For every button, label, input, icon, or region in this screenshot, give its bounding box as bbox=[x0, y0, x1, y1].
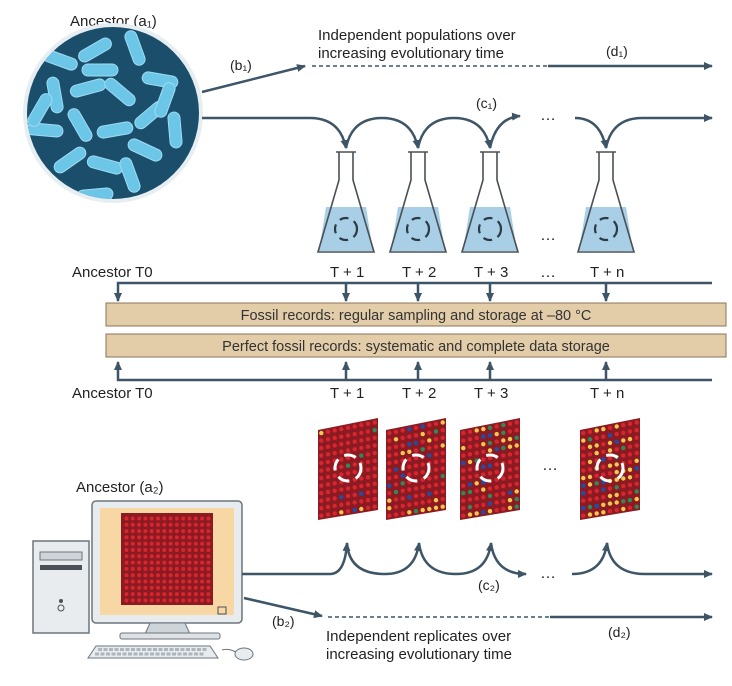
time-t3-top: T + 3 bbox=[474, 264, 508, 281]
flask-group bbox=[316, 151, 636, 253]
ellipsis-grids: … bbox=[542, 457, 558, 474]
digital-population-grids bbox=[318, 418, 640, 520]
ancestor-t0-bottom: Ancestor T0 bbox=[72, 385, 153, 402]
computer-icon bbox=[32, 500, 254, 661]
fossil-records-text: Fossil records: regular sampling and sto… bbox=[241, 308, 592, 324]
label-d1: (d₁) bbox=[606, 43, 628, 59]
time-t1-bottom: T + 1 bbox=[330, 385, 364, 402]
time-t2-top: T + 2 bbox=[402, 264, 436, 281]
bottom-caption-line1: Independent replicates over bbox=[326, 628, 511, 645]
arrow-b1 bbox=[201, 64, 306, 94]
label-d2: (d₂) bbox=[608, 624, 631, 640]
bottom-caption-line2: increasing evolutionary time bbox=[326, 646, 512, 663]
label-c1: (c₁) bbox=[476, 95, 497, 111]
time-t2-bottom: T + 2 bbox=[402, 385, 436, 402]
label-b2: (b₂) bbox=[272, 613, 295, 629]
fossil-records-band bbox=[105, 302, 727, 327]
ellipsis-flasks: … bbox=[540, 227, 556, 244]
time-t1-top: T + 1 bbox=[330, 264, 364, 281]
serial-transfer-arrows-bottom bbox=[242, 542, 713, 578]
time-tn-bottom: T + n bbox=[590, 385, 624, 402]
perfect-fossil-records-band bbox=[105, 333, 727, 358]
time-tn-top: T + n bbox=[590, 264, 624, 281]
serial-transfer-arrows-top bbox=[202, 112, 713, 149]
time-t3-bottom: T + 3 bbox=[474, 385, 508, 402]
label-b1: (b₁) bbox=[230, 57, 252, 73]
top-caption-line2: increasing evolutionary time bbox=[318, 45, 504, 62]
top-caption-line1: Independent populations over bbox=[318, 27, 516, 44]
ancestor-a2-label: Ancestor (a₂) bbox=[76, 479, 164, 496]
perfect-fossil-records-text: Perfect fossil records: systematic and c… bbox=[222, 339, 610, 355]
ellipsis-top-arrows: … bbox=[540, 107, 556, 124]
label-c2: (c₂) bbox=[478, 577, 500, 593]
ancestor-t0-top: Ancestor T0 bbox=[72, 264, 153, 281]
arrow-b2 bbox=[243, 596, 323, 619]
petri-dish-icon bbox=[23, 23, 203, 203]
ellipsis-time-top: … bbox=[540, 264, 556, 281]
fossil-connector-lines bbox=[114, 281, 712, 382]
ellipsis-bottom-arrows: … bbox=[540, 565, 556, 582]
